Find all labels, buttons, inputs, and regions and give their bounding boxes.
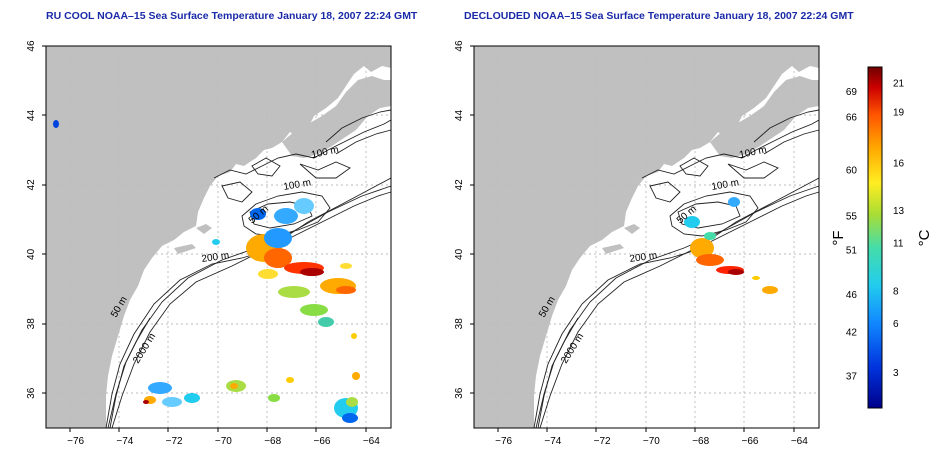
unit-celsius: °C	[916, 229, 933, 246]
svg-text:100 m: 100 m	[711, 177, 740, 193]
latitude-tick-label: 42	[26, 179, 37, 191]
longitude-tick-label: −74	[116, 436, 133, 447]
fahrenheit-tick-label: 42	[846, 327, 858, 338]
longitude-tick-label: −76	[67, 436, 84, 447]
longitude-tick-label: −64	[791, 436, 808, 447]
latitude-tick-label: 38	[454, 318, 465, 330]
longitude-tick-label: −70	[643, 436, 660, 447]
latitude-tick-label: 44	[26, 110, 37, 122]
colorbar-fahrenheit-labels: 69 66 60 55 51 46 42 37	[846, 87, 858, 383]
fahrenheit-tick-label: 37	[846, 372, 858, 383]
longitude-tick-label: −66	[314, 436, 331, 447]
svg-text:200 m: 200 m	[201, 250, 230, 265]
latitude-tick-label: 44	[454, 110, 465, 122]
colorbar-celsius-labels: 21 19 16 13 11 8 6 3	[893, 78, 905, 379]
sst-data-left	[53, 120, 360, 423]
latitude-tick-label: 38	[26, 318, 37, 330]
celsius-tick-label: 19	[893, 107, 905, 118]
fahrenheit-tick-label: 51	[846, 245, 858, 256]
svg-text:200 m: 200 m	[629, 250, 658, 265]
longitude-tick-label: −74	[544, 436, 561, 447]
longitude-tick-label: −64	[363, 436, 380, 447]
longitude-tick-label: −68	[264, 436, 281, 447]
longitude-ticks-right: −76 −74 −72 −70 −68 −66 −64	[495, 436, 808, 447]
latitude-ticks-left: 36 38 40 42 44 46	[26, 40, 37, 399]
fahrenheit-tick-label: 69	[846, 87, 858, 98]
longitude-tick-label: −68	[692, 436, 709, 447]
fahrenheit-tick-label: 46	[846, 290, 858, 301]
unit-fahrenheit: °F	[830, 230, 847, 245]
celsius-tick-label: 13	[893, 206, 905, 217]
sst-data-right	[684, 197, 778, 294]
latitude-ticks-right: 36 38 40 42 44 46	[454, 40, 465, 399]
longitude-tick-label: −70	[215, 436, 232, 447]
celsius-tick-label: 8	[893, 286, 899, 297]
left-sst-map: 100 m 100 m 50 m 200 m 50 m 2000 m −76 −7…	[26, 40, 392, 447]
longitude-tick-label: −76	[495, 436, 512, 447]
longitude-tick-label: −72	[594, 436, 611, 447]
left-map-title: RU COOL NOAA–15 Sea Surface Temperature …	[46, 10, 418, 22]
latitude-tick-label: 46	[454, 40, 465, 52]
latitude-tick-label: 36	[454, 387, 465, 399]
fahrenheit-tick-label: 66	[846, 112, 858, 123]
latitude-tick-label: 40	[454, 248, 465, 260]
celsius-tick-label: 6	[893, 319, 899, 330]
svg-text:100 m: 100 m	[283, 177, 312, 193]
celsius-tick-label: 3	[893, 368, 899, 379]
longitude-tick-label: −66	[742, 436, 759, 447]
celsius-tick-label: 11	[893, 239, 904, 250]
right-map-title: DECLOUDED NOAA–15 Sea Surface Temperatur…	[464, 10, 854, 22]
latitude-tick-label: 40	[26, 248, 37, 260]
latitude-tick-label: 46	[26, 40, 37, 52]
longitude-ticks-left: −76 −74 −72 −70 −68 −66 −64	[67, 436, 380, 447]
right-sst-map: 100 m 100 m 50 m 200 m 50 m 2000 m −76 −7…	[454, 40, 820, 447]
latitude-tick-label: 42	[454, 179, 465, 191]
longitude-tick-label: −72	[166, 436, 183, 447]
latitude-tick-label: 36	[26, 387, 37, 399]
celsius-tick-label: 21	[893, 78, 905, 89]
colorbar: 69 66 60 55 51 46 42 37 21 19 16 13 11 8 6 3 °F °C	[830, 66, 933, 409]
celsius-tick-label: 16	[893, 159, 905, 170]
fahrenheit-tick-label: 55	[846, 211, 858, 222]
fahrenheit-tick-label: 60	[846, 165, 858, 176]
